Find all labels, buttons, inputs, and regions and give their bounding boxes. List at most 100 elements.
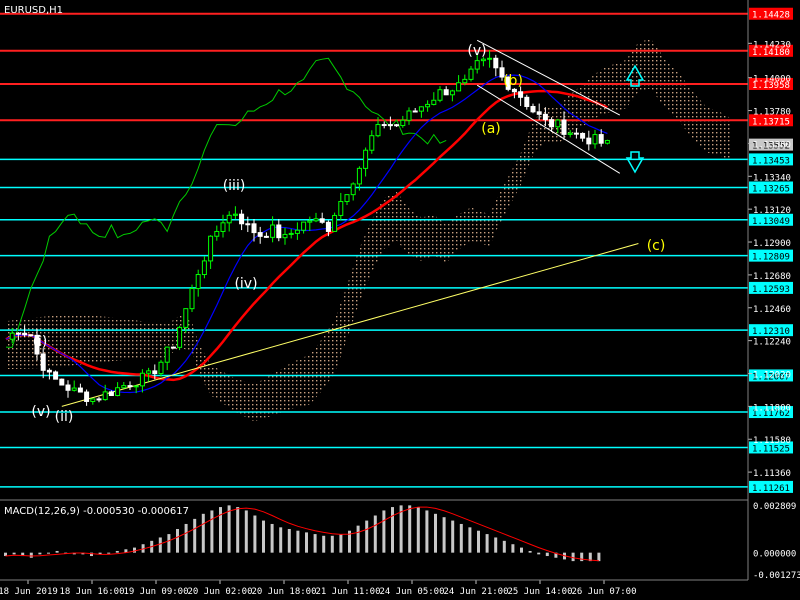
candle xyxy=(28,334,34,337)
candle xyxy=(468,66,474,82)
candle xyxy=(46,368,52,380)
wave-label-yellow: (a) xyxy=(481,121,501,137)
candle xyxy=(425,100,431,112)
candle xyxy=(208,235,214,269)
candle xyxy=(9,327,15,344)
candle xyxy=(270,216,276,243)
candle xyxy=(319,212,325,224)
y-tick-label: 1.12680 xyxy=(753,272,791,282)
support-level-label: 1.11525 xyxy=(752,444,790,454)
candle xyxy=(152,364,158,380)
up-arrow-icon xyxy=(625,64,645,87)
macd-bar xyxy=(511,544,515,553)
candle xyxy=(102,384,108,401)
macd-bar xyxy=(477,530,480,553)
macd-bar xyxy=(244,510,248,553)
candle xyxy=(177,325,183,351)
candle xyxy=(456,75,462,92)
support-level-tag xyxy=(749,480,793,493)
macd-bar xyxy=(227,505,231,553)
macd-bar xyxy=(597,552,601,562)
x-tick-label: 20 Jun 02:00 xyxy=(187,587,252,597)
indicator-layer xyxy=(5,39,639,407)
macd-y-tick-label: -0.001273 xyxy=(753,571,800,581)
macd-bar xyxy=(236,507,240,553)
candle xyxy=(518,86,524,106)
x-tick-label: 18 Jun 2019 xyxy=(0,587,58,597)
support-level-tag xyxy=(749,249,793,262)
wave-label-white: (iii) xyxy=(223,178,246,194)
resistance-level-tag xyxy=(749,44,793,57)
x-tick-label: 24 Jun 21:00 xyxy=(443,587,508,597)
macd-bar xyxy=(434,513,437,553)
macd-bar xyxy=(356,525,360,553)
candle xyxy=(164,346,170,371)
candle xyxy=(195,269,201,297)
resistance-level-label: 1.14428 xyxy=(752,11,790,21)
candle xyxy=(437,86,443,103)
macd-bar xyxy=(296,530,300,553)
candle xyxy=(487,50,493,68)
macd-bar xyxy=(133,547,136,553)
channel-upper-line xyxy=(476,39,621,116)
candle xyxy=(245,216,251,233)
candle xyxy=(139,369,145,393)
macd-bar xyxy=(158,537,162,553)
wave-label-yellow: (c) xyxy=(647,238,666,254)
x-tick-label: 26 Jun 07:00 xyxy=(571,587,636,597)
macd-y-tick-label: 0.000000 xyxy=(753,550,796,560)
macd-bar xyxy=(442,517,446,553)
wave-label-white: (i) xyxy=(33,334,48,350)
macd-bar xyxy=(425,510,429,553)
support-level-label: 1.13049 xyxy=(752,217,790,227)
macd-bar xyxy=(528,550,532,553)
candle xyxy=(71,380,77,392)
candle xyxy=(592,129,598,149)
resistance-level-label: 1.13958 xyxy=(752,81,790,91)
candle xyxy=(133,385,139,394)
support-level-tag xyxy=(749,153,793,166)
support-level-tag xyxy=(749,181,793,194)
macd-title: MACD(12,26,9) -0.000530 -0.000617 xyxy=(4,506,189,517)
candle xyxy=(443,86,449,96)
candle xyxy=(22,325,28,338)
macd-bar xyxy=(184,523,188,553)
macd-bar xyxy=(459,523,463,553)
candle xyxy=(282,227,288,245)
y-tick-label: 1.11360 xyxy=(753,469,791,479)
candle xyxy=(598,129,604,147)
candle xyxy=(462,74,468,86)
slow-ma-line xyxy=(5,89,608,382)
macd-bar xyxy=(451,520,455,553)
macd-bar xyxy=(485,534,489,553)
candle xyxy=(499,60,505,81)
y-tick-label: 1.11800 xyxy=(753,403,791,413)
macd-bar xyxy=(373,515,377,553)
y-tick-label: 1.13340 xyxy=(753,173,791,183)
macd-signal-line xyxy=(5,506,599,562)
candle xyxy=(34,328,40,361)
candle xyxy=(115,382,121,397)
candle xyxy=(220,214,226,238)
candle xyxy=(480,57,486,67)
candle xyxy=(418,106,424,118)
candle xyxy=(201,256,207,279)
candle xyxy=(40,348,46,379)
support-level-label: 1.13453 xyxy=(752,156,790,166)
macd-bar xyxy=(107,552,111,554)
candle xyxy=(307,216,313,232)
y-tick-label: 1.13560 xyxy=(753,140,791,150)
support-level-tag xyxy=(749,213,793,226)
macd-bar xyxy=(72,552,76,555)
candle xyxy=(573,128,579,139)
candle xyxy=(257,226,263,244)
resistance-level-label: 1.13715 xyxy=(752,117,790,127)
macd-bar xyxy=(382,510,386,553)
candle xyxy=(369,130,375,154)
candle xyxy=(288,228,294,239)
candle xyxy=(239,209,245,231)
candle xyxy=(96,396,102,403)
candle xyxy=(412,108,418,113)
